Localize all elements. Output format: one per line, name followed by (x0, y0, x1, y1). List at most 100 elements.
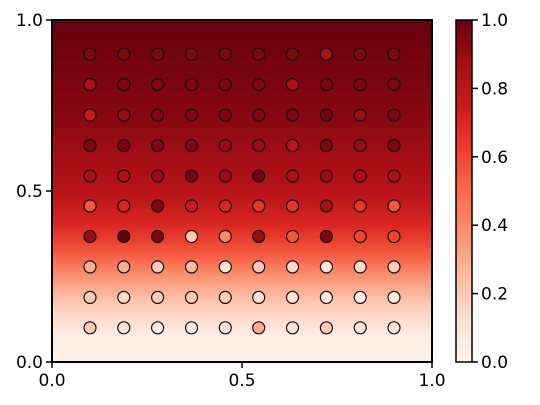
data-point (218, 169, 232, 183)
data-point (117, 199, 131, 213)
data-point (353, 169, 367, 183)
colorbar-scale (455, 19, 473, 363)
data-point (83, 47, 97, 61)
colorbar: 0.0 0.2 0.4 0.6 0.8 1.0 (455, 11, 508, 373)
data-point (151, 321, 165, 335)
data-point (117, 229, 131, 244)
data-point (151, 47, 165, 61)
data-point (285, 169, 300, 183)
plot-background-field (52, 20, 432, 362)
scatter-points (83, 47, 401, 335)
data-point (353, 77, 367, 92)
data-point (319, 77, 333, 92)
data-point (353, 290, 367, 304)
data-point (285, 260, 300, 274)
data-point (387, 108, 401, 122)
data-point (83, 108, 97, 122)
data-point (285, 290, 300, 304)
data-point (151, 169, 165, 183)
data-point (387, 199, 401, 213)
data-point (218, 138, 232, 153)
data-point (252, 229, 266, 244)
data-point (117, 290, 131, 304)
data-point (319, 169, 333, 183)
data-point (252, 199, 266, 213)
data-point (387, 229, 401, 244)
data-point (285, 47, 300, 61)
colorbar-tick-label-5: 1.0 (481, 11, 508, 31)
data-point (184, 199, 199, 213)
axis-tick-labels: 0.0 0.5 1.0 0.0 0.5 1.0 (16, 11, 446, 391)
data-point (252, 321, 266, 335)
data-point (387, 169, 401, 183)
data-point (151, 229, 165, 244)
data-point (218, 199, 232, 213)
y-tick-label-0: 0.0 (16, 353, 43, 373)
data-point (83, 199, 97, 213)
data-point (83, 77, 97, 92)
colorbar-tick-label-1: 0.2 (481, 285, 508, 305)
data-point (353, 199, 367, 213)
data-point (285, 138, 300, 153)
data-point (285, 108, 300, 122)
data-point (83, 169, 97, 183)
data-point (151, 138, 165, 153)
y-tick-label-1: 0.5 (16, 182, 43, 202)
data-point (285, 229, 300, 244)
data-point (353, 260, 367, 274)
data-point (252, 108, 266, 122)
colorbar-tick-label-2: 0.4 (481, 216, 508, 236)
data-point (83, 290, 97, 304)
data-point (218, 47, 232, 61)
data-point (319, 229, 333, 244)
colorbar-tick-label-0: 0.0 (481, 353, 508, 373)
data-point (218, 229, 232, 244)
data-point (252, 138, 266, 153)
data-point (285, 199, 300, 213)
data-point (387, 138, 401, 153)
data-point (184, 260, 199, 274)
data-point (184, 290, 199, 304)
x-tick-label-2: 1.0 (418, 371, 445, 391)
data-point (319, 138, 333, 153)
data-point (151, 260, 165, 274)
data-point (252, 290, 266, 304)
data-point (184, 169, 199, 183)
data-point (184, 77, 199, 92)
data-point (117, 260, 131, 274)
data-point (184, 47, 199, 61)
data-point (218, 321, 232, 335)
data-point (319, 260, 333, 274)
data-point (117, 169, 131, 183)
data-point (319, 290, 333, 304)
data-point (184, 321, 199, 335)
data-point (319, 199, 333, 213)
data-point (387, 77, 401, 92)
data-point (285, 321, 300, 335)
data-point (218, 290, 232, 304)
data-point (151, 199, 165, 213)
data-point (83, 229, 97, 244)
data-point (83, 260, 97, 274)
data-point (319, 47, 333, 61)
x-tick-label-0: 0.0 (38, 371, 65, 391)
data-point (387, 47, 401, 61)
colorbar-ticks (472, 19, 478, 363)
x-tick-label-1: 0.5 (228, 371, 255, 391)
data-point (83, 138, 97, 153)
data-point (117, 108, 131, 122)
data-point (387, 321, 401, 335)
data-point (252, 169, 266, 183)
data-point (353, 138, 367, 153)
data-point (252, 77, 266, 92)
data-point (218, 108, 232, 122)
data-point (184, 108, 199, 122)
data-point (353, 108, 367, 122)
axis-ticks (46, 19, 433, 368)
y-tick-label-2: 1.0 (16, 11, 43, 31)
data-point (218, 77, 232, 92)
data-point (184, 229, 199, 244)
data-point (151, 290, 165, 304)
data-point (117, 321, 131, 335)
